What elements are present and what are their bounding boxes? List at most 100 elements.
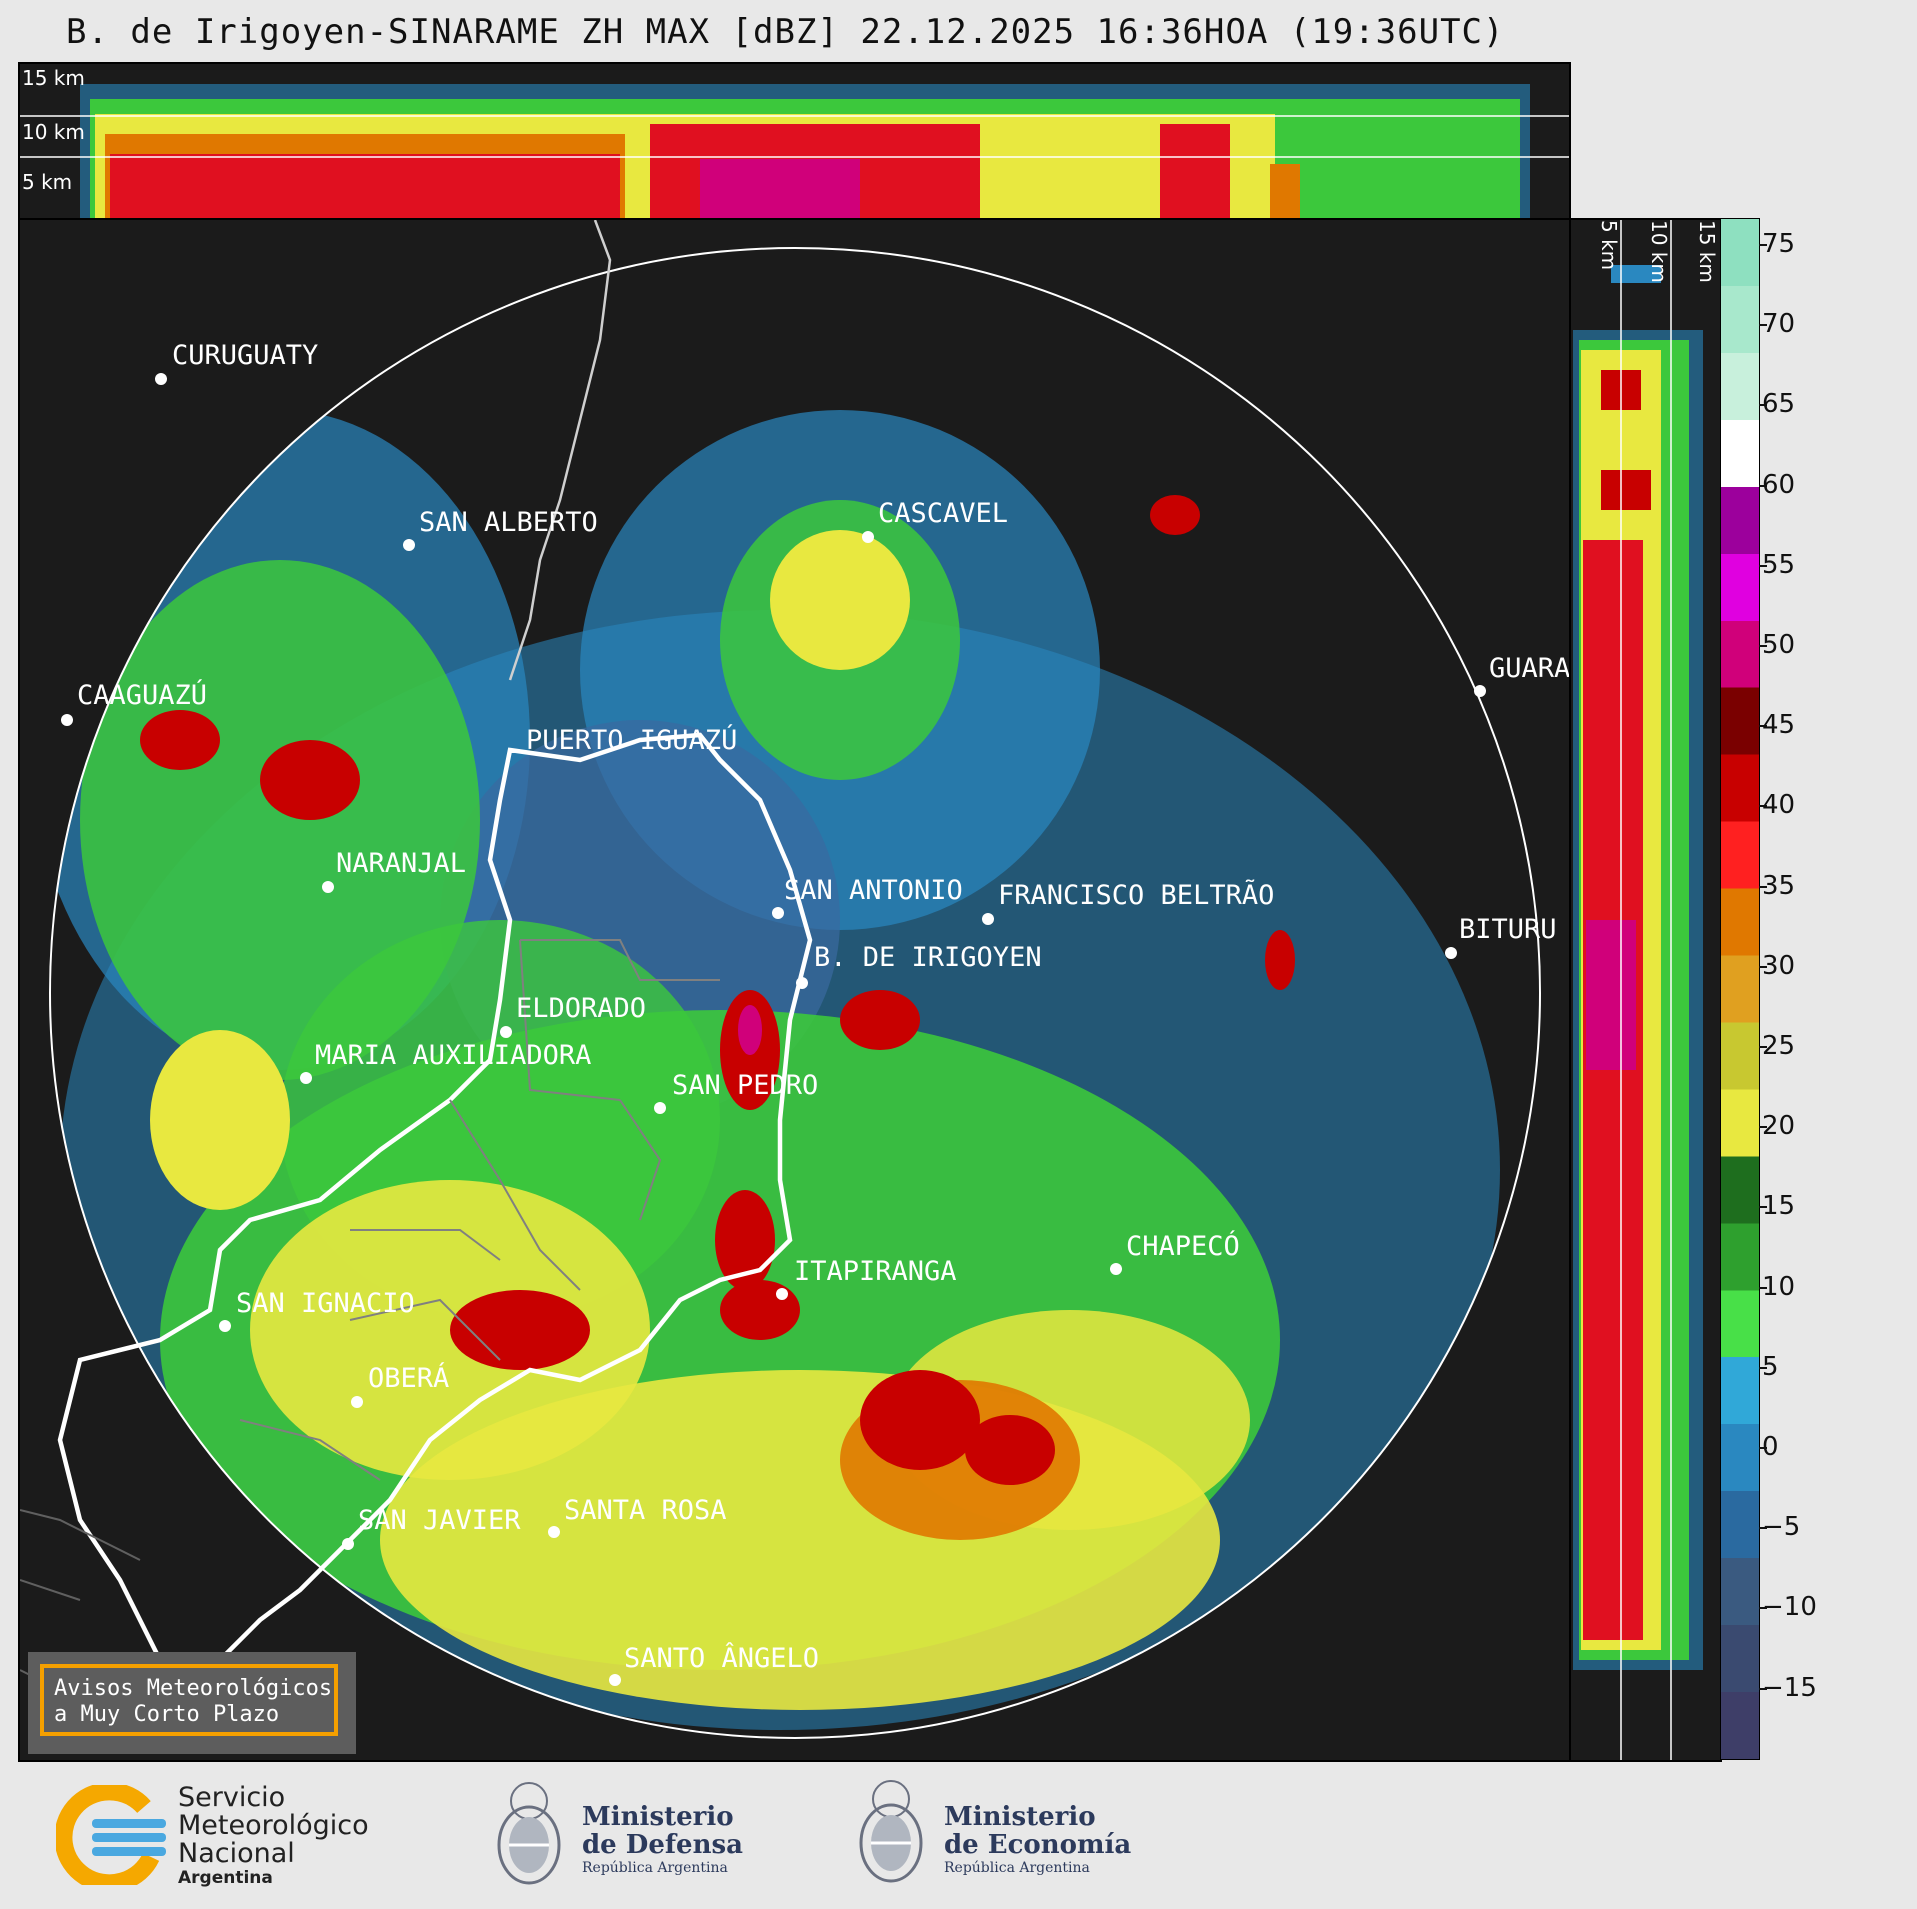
colorbar-tick-label: 25: [1762, 1031, 1796, 1061]
colorbar-tick-mark: [1759, 484, 1767, 487]
colorbar-tick-label: 10: [1762, 1271, 1796, 1302]
city-label-chapeco: CHAPECÓ: [1126, 1231, 1240, 1262]
colorbar-tick-label: 70: [1762, 309, 1796, 340]
notice-line-1: Avisos Meteorológicos: [54, 1676, 333, 1701]
colorbar-tick-mark: [1759, 885, 1767, 888]
colorbar-tick-label: 55: [1762, 549, 1796, 580]
colorbar-tick-mark: [1759, 1366, 1767, 1369]
colorbar-tick-label: 20: [1762, 1111, 1796, 1142]
colorbar-tick-label: 0: [1762, 1432, 1779, 1462]
side-height-label-10km: 10 km: [1647, 220, 1671, 283]
city-marker: [403, 539, 415, 551]
notice-line-2: a Muy Corto Plazo: [54, 1702, 280, 1727]
smn-line-3: Nacional: [178, 1838, 295, 1869]
economia-logo-text: Ministerio de Economía República Argenti…: [944, 1803, 1131, 1877]
defensa-logo-text: Ministerio de Defensa República Argentin…: [582, 1803, 743, 1877]
city-label-puerto-iguazu: PUERTO IGUAZÚ: [526, 725, 738, 756]
colorbar-tick-mark: [1759, 1206, 1767, 1209]
city-label-francisco-beltrao: FRANCISCO BELTRÃO: [998, 880, 1275, 911]
colorbar-tick-mark: [1759, 564, 1767, 567]
city-marker: [300, 1072, 312, 1084]
colorbar-tick-mark: [1759, 244, 1767, 246]
colorbar-tick-mark: [1759, 1607, 1767, 1610]
height-label-15km: 15 km: [22, 66, 85, 90]
colorbar-tick-mark: [1759, 965, 1767, 968]
city-marker: [500, 1026, 512, 1038]
colorbar-tick-label: 75: [1762, 229, 1796, 259]
smn-logo: [54, 1782, 166, 1893]
city-label-bituru: BITURU: [1459, 914, 1557, 945]
city-label-san-javier: SAN JAVIER: [358, 1505, 521, 1536]
city-label-maria-auxiliadora: MARIA AUXILIADORA: [315, 1040, 592, 1071]
radar-echo-field: [50, 410, 1500, 1730]
city-label-santo-angelo: SANTO ÂNGELO: [624, 1643, 820, 1674]
economia-line-1: Ministerio: [944, 1802, 1096, 1832]
colorbar-tick-label: −15: [1762, 1672, 1817, 1703]
warning-notice-box: Avisos Meteorológicos a Muy Corto Plazo: [28, 1652, 356, 1754]
coat-of-arms-icon: [859, 1780, 923, 1883]
radar-site-marker: [796, 977, 808, 989]
defensa-coat-of-arms: [494, 1775, 564, 1895]
city-label-cascavel: CASCAVEL: [878, 498, 1009, 529]
colorbar-tick-label: 35: [1762, 870, 1796, 901]
smn-logo-text: Servicio Meteorológico Nacional Argentin…: [178, 1784, 369, 1889]
city-label-naranjal: NARANJAL: [336, 848, 467, 879]
colorbar-tick-mark: [1759, 404, 1767, 407]
city-marker: [609, 1674, 621, 1686]
dbz-colorbar: [1720, 218, 1760, 1760]
colorbar-tick-mark: [1759, 1286, 1767, 1289]
side-height-label-5km: 5 km: [1597, 220, 1621, 271]
city-marker: [982, 913, 994, 925]
top-height-profile: 15 km 10 km 5 km: [18, 62, 1571, 220]
city-marker: [351, 1396, 363, 1408]
city-label-guara: GUARA: [1489, 653, 1571, 684]
city-marker: [862, 531, 874, 543]
colorbar-tick-label: 40: [1762, 790, 1796, 821]
city-marker: [342, 1538, 354, 1550]
city-marker: [322, 881, 334, 893]
colorbar-tick-mark: [1759, 1687, 1767, 1690]
economia-line-2: de Economía: [944, 1830, 1132, 1860]
height-label-10km: 10 km: [22, 120, 85, 144]
side-height-label-15km: 15 km: [1695, 220, 1719, 283]
city-label-san-antonio: SAN ANTONIO: [784, 875, 963, 906]
colorbar-tick-mark: [1759, 725, 1767, 728]
smn-line-4: Argentina: [178, 1868, 273, 1888]
city-marker: [772, 907, 784, 919]
smn-line-2: Meteorológico: [178, 1810, 369, 1841]
city-marker: [1110, 1263, 1122, 1275]
colorbar-tick-mark: [1759, 1527, 1767, 1530]
defensa-line-2: de Defensa: [582, 1830, 743, 1860]
colorbar-tick-label: −10: [1762, 1592, 1817, 1623]
city-marker: [61, 714, 73, 726]
colorbar-tick-label: −5: [1762, 1512, 1801, 1543]
colorbar-tick-label: 45: [1762, 710, 1796, 741]
radar-echoes-and-borders: [20, 220, 1541, 1739]
colorbar-tick-mark: [1759, 1447, 1767, 1449]
city-label-san-ignacio: SAN IGNACIO: [236, 1288, 415, 1319]
city-label-curuguaty: CURUGUATY: [172, 340, 319, 371]
city-label-santa-rosa: SANTA ROSA: [564, 1495, 727, 1526]
city-label-eldorado: ELDORADO: [516, 993, 647, 1024]
height-label-5km: 5 km: [22, 170, 73, 194]
city-marker: [776, 1288, 788, 1300]
colorbar-tick-label: 50: [1762, 630, 1796, 660]
city-marker: [1474, 685, 1486, 697]
city-marker: [155, 373, 167, 385]
economia-coat-of-arms: [856, 1773, 926, 1893]
colorbar-tick-mark: [1759, 324, 1767, 327]
colorbar-tick-mark: [1759, 1126, 1767, 1129]
coat-of-arms-icon: [497, 1782, 561, 1885]
radar-map: CURUGUATY SAN ALBERTO CASCAVEL CAAGUAZÚ …: [18, 218, 1571, 1762]
side-profile-echoes: [1573, 220, 1703, 1760]
colorbar-tick-mark: [1759, 645, 1767, 647]
city-marker: [219, 1320, 231, 1332]
side-height-profile: 5 km 10 km 15 km: [1569, 218, 1722, 1762]
map-title: B. de Irigoyen-SINARAME ZH MAX [dBZ] 22.…: [66, 12, 1505, 52]
top-profile-echoes: [20, 84, 1569, 218]
warning-notice-frame: Avisos Meteorológicos a Muy Corto Plazo: [40, 1664, 338, 1736]
city-label-san-alberto: SAN ALBERTO: [419, 507, 598, 538]
defensa-line-3: República Argentina: [582, 1860, 728, 1876]
colorbar-tick-label: 15: [1762, 1191, 1796, 1222]
city-marker: [654, 1102, 666, 1114]
